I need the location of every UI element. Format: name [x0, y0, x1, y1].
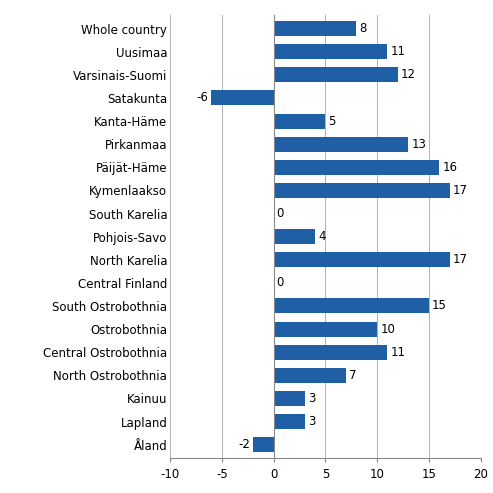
Bar	[274, 321, 377, 337]
Text: -2: -2	[238, 438, 250, 451]
Text: 0: 0	[277, 277, 284, 289]
Bar	[274, 68, 398, 82]
Bar	[274, 229, 315, 244]
Text: 16: 16	[442, 161, 458, 174]
Text: 17: 17	[453, 253, 468, 266]
Text: 5: 5	[328, 114, 336, 128]
Text: 0: 0	[277, 207, 284, 220]
Bar	[274, 391, 305, 406]
Bar	[274, 160, 439, 175]
Text: 4: 4	[318, 230, 326, 243]
Text: 11: 11	[390, 346, 406, 359]
Bar	[211, 91, 274, 106]
Bar	[274, 345, 387, 360]
Bar	[253, 437, 274, 452]
Bar	[274, 183, 450, 198]
Bar	[274, 414, 305, 429]
Bar	[274, 113, 325, 129]
Bar	[274, 44, 387, 59]
Text: 11: 11	[390, 45, 406, 58]
Text: 13: 13	[411, 138, 426, 151]
Bar	[274, 21, 356, 36]
Text: -6: -6	[197, 92, 209, 105]
Text: 8: 8	[359, 22, 367, 35]
Bar	[274, 252, 450, 267]
Text: 7: 7	[349, 369, 357, 382]
Text: 12: 12	[401, 69, 416, 81]
Bar	[274, 298, 429, 314]
Text: 15: 15	[432, 299, 447, 313]
Text: 3: 3	[308, 415, 315, 428]
Bar	[274, 368, 346, 383]
Text: 3: 3	[308, 392, 315, 405]
Text: 17: 17	[453, 184, 468, 197]
Text: 10: 10	[380, 322, 395, 336]
Bar	[274, 137, 408, 152]
